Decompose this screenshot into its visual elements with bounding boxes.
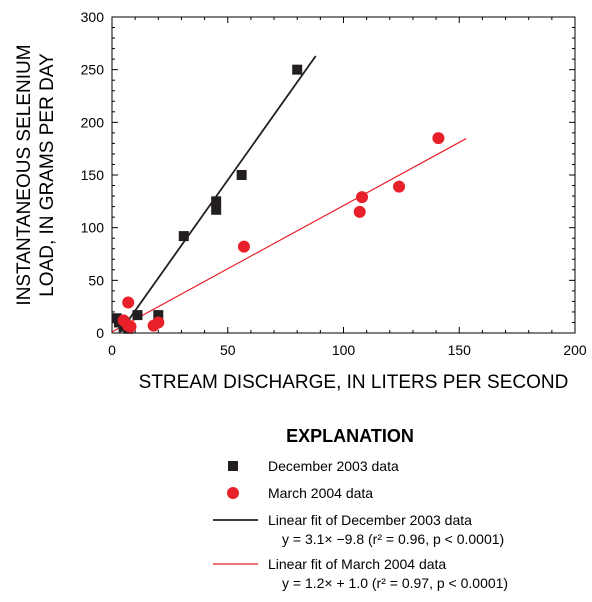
legend-fit-equation-1: y = 1.2× + 1.0 (r² = 0.97, p < 0.0001) (282, 575, 508, 591)
y-tick-label-3: 150 (81, 167, 105, 183)
y-tick-label-2: 100 (81, 220, 105, 236)
series-0-point-6 (153, 310, 164, 321)
series-1-point-8 (356, 191, 369, 204)
y-axis-title-line-1: LOAD, IN GRAMS PER DAY (37, 53, 58, 297)
legend-fit-label-1: Linear fit of March 2004 data (268, 556, 446, 572)
legend-label-1: March 2004 data (268, 485, 373, 501)
x-tick-label-0: 0 (108, 342, 116, 358)
series-1-point-5 (152, 316, 165, 329)
series-1-point-9 (393, 180, 406, 193)
y-tick-label-5: 250 (81, 62, 105, 78)
series-1-point-1 (122, 296, 135, 309)
x-tick-label-2: 100 (332, 342, 356, 358)
y-tick-label-6: 300 (81, 9, 105, 25)
legend-marker-1 (227, 487, 239, 499)
x-tick-label-4: 200 (563, 342, 587, 358)
y-tick-label-1: 50 (88, 272, 104, 288)
legend-marker-0 (228, 461, 238, 471)
plot-area: 0 50 100 150 200 0 50 100 150 200 250 300 STREAM DIS… (14, 9, 587, 393)
series-1-point-6 (237, 240, 250, 253)
series-0-point-8 (211, 196, 222, 207)
legend: EXPLANATION December 2003 data March 2004 … (213, 426, 508, 591)
x-axis-title: STREAM DISCHARGE, IN LITERS PER SECOND (139, 372, 569, 393)
series-0-point-10 (236, 170, 247, 180)
legend-fit-label-0: Linear fit of December 2003 data (268, 512, 472, 528)
legend-fit-equation-0: y = 3.1× −9.8 (r² = 0.96, p < 0.0001) (282, 531, 504, 547)
series-1-point-10 (432, 132, 445, 145)
y-axis-title: INSTANTANEOUS SELENIUM LOAD, IN GRAMS PER… (14, 44, 58, 305)
x-tick-label-3: 150 (448, 342, 472, 358)
series-0-point-11 (292, 64, 303, 75)
y-tick-label-0: 0 (96, 325, 104, 341)
plot-frame (111, 16, 576, 334)
fit-line-0 (118, 55, 317, 334)
y-axis-title-line-0: INSTANTANEOUS SELENIUM (14, 44, 35, 305)
x-tick-label-1: 50 (220, 342, 236, 358)
fit-line-1 (111, 138, 467, 333)
y-tick-label-4: 200 (81, 114, 105, 130)
series-0-point-7 (178, 231, 189, 242)
series-0-point-5 (132, 310, 143, 321)
series-0-point-9 (211, 204, 222, 215)
legend-label-0: December 2003 data (268, 458, 399, 474)
series-1-point-7 (353, 205, 366, 218)
legend-title: EXPLANATION (286, 426, 414, 446)
series-1-point-3 (124, 320, 137, 333)
